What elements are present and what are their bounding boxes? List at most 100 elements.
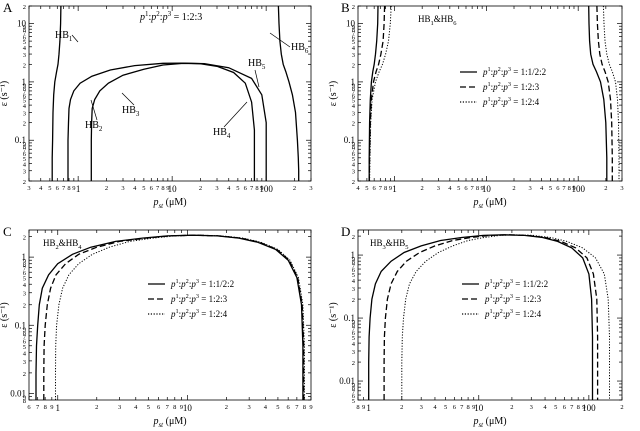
x-minor-tick-label: 8 bbox=[568, 185, 571, 192]
x-minor-tick-label: 4 bbox=[356, 185, 360, 192]
series-1-2-3 bbox=[383, 234, 599, 400]
y-minor-tick-label: 4 bbox=[23, 45, 27, 52]
y-minor-tick-label: 5 bbox=[23, 97, 26, 104]
y-tick-label: 1 bbox=[351, 77, 356, 87]
plot-frame bbox=[28, 229, 312, 401]
y-minor-tick-label: 5 bbox=[352, 39, 355, 46]
x-minor-tick-label: 7 bbox=[379, 185, 383, 192]
y-axis-label: ε (s⁻¹) bbox=[328, 302, 339, 328]
x-tick-label: 10 bbox=[183, 403, 193, 413]
x-minor-tick-label: 5 bbox=[147, 404, 150, 411]
x-minor-tick-label: 7 bbox=[62, 185, 66, 192]
x-minor-tick-label: 8 bbox=[44, 404, 47, 411]
x-minor-tick-label: 9 bbox=[260, 185, 263, 192]
y-minor-tick-label: 2 bbox=[352, 121, 355, 128]
y-minor-tick-label: 6 bbox=[352, 267, 356, 274]
panel-letter: B bbox=[341, 0, 350, 15]
x-minor-tick-label: 9 bbox=[472, 404, 475, 411]
y-minor-tick-label: 2 bbox=[23, 121, 26, 128]
y-minor-tick-label: 8 bbox=[23, 262, 26, 269]
x-minor-tick-label: 8 bbox=[173, 404, 176, 411]
x-minor-tick-label: 5 bbox=[444, 404, 447, 411]
series-hb6 bbox=[277, 6, 300, 181]
x-minor-tick-label: 5 bbox=[554, 404, 557, 411]
y-tick-label: 1 bbox=[351, 250, 356, 260]
y-minor-tick-label: 8 bbox=[352, 27, 355, 34]
series-1-1-2-2 bbox=[368, 234, 594, 400]
x-tick-label: 1 bbox=[392, 184, 397, 194]
series-hb3 bbox=[90, 62, 256, 181]
y-minor-tick-label: 7 bbox=[23, 89, 27, 96]
y-minor-tick-label: 9 bbox=[352, 24, 355, 31]
x-axis-label: pst (μM) bbox=[152, 416, 186, 429]
x-minor-tick-label: 9 bbox=[481, 185, 484, 192]
x-minor-tick-label: 4 bbox=[543, 404, 547, 411]
y-minor-tick-label: 2 bbox=[352, 179, 355, 186]
legend-label: p1​:p2​:p3​ = 1:2:3 bbox=[170, 293, 228, 304]
x-minor-tick-label: 9 bbox=[180, 404, 183, 411]
x-minor-tick-label: 7 bbox=[166, 404, 170, 411]
x-minor-tick-label: 3 bbox=[309, 185, 312, 192]
x-minor-tick-label: 7 bbox=[156, 185, 160, 192]
y-minor-tick-label: 9 bbox=[352, 319, 355, 326]
y-minor-tick-label: 5 bbox=[352, 156, 355, 163]
plot-frame bbox=[28, 5, 312, 182]
x-minor-tick-label: 8 bbox=[384, 185, 387, 192]
y-minor-tick-label: 7 bbox=[352, 31, 356, 38]
x-minor-tick-label: 6 bbox=[27, 404, 31, 411]
x-minor-tick-label: 9 bbox=[309, 404, 312, 411]
y-minor-tick-label: 8 bbox=[352, 144, 355, 151]
y-minor-tick-label: 5 bbox=[23, 39, 26, 46]
panel-c: C6 7 8 9 1 2 3 4 5 6 7 8 9 10 2 3 4 5 6 7 8 9890.01234567890.… bbox=[0, 224, 313, 429]
x-minor-tick-label: 7 bbox=[570, 404, 574, 411]
y-minor-tick-label: 8 bbox=[23, 144, 26, 151]
y-tick-label: 10 bbox=[346, 19, 356, 29]
y-minor-tick-label: 5 bbox=[23, 156, 26, 163]
x-axis-label: pst (μM) bbox=[472, 416, 506, 429]
y-tick-label: 0.01 bbox=[339, 376, 355, 386]
x-minor-tick-label: 3 bbox=[248, 404, 251, 411]
x-minor-tick-label: 4 bbox=[134, 404, 138, 411]
x-minor-tick-label: 3 bbox=[118, 404, 121, 411]
x-minor-tick-label: 3 bbox=[437, 185, 440, 192]
y-minor-tick-label: 6 bbox=[352, 393, 356, 400]
curve-label-hb1: HB1 bbox=[55, 30, 73, 43]
x-minor-tick-label: 6 bbox=[556, 185, 560, 192]
x-minor-tick-label: 5 bbox=[48, 185, 51, 192]
x-minor-tick-label: 4 bbox=[39, 185, 43, 192]
x-minor-tick-label: 9 bbox=[362, 404, 365, 411]
y-minor-tick-label: 6 bbox=[352, 93, 356, 100]
x-minor-tick-label: 9 bbox=[72, 185, 75, 192]
y-minor-tick-label: 2 bbox=[352, 297, 355, 304]
x-minor-tick-label: 4 bbox=[133, 185, 137, 192]
legend-label: p1​:p2​:p3​ = 1:2:3 bbox=[484, 293, 542, 304]
y-minor-tick-label: 4 bbox=[352, 45, 356, 52]
y-minor-tick-label: 9 bbox=[23, 326, 26, 333]
x-minor-tick-label: 6 bbox=[464, 185, 468, 192]
y-minor-tick-label: 4 bbox=[352, 103, 356, 110]
curve-pointer bbox=[269, 32, 291, 48]
y-axis-label: ε (s⁻¹) bbox=[0, 81, 10, 107]
x-minor-tick-label: 4 bbox=[264, 404, 268, 411]
legend-label: p1​:p2​:p3​ = 1:2:3 bbox=[482, 81, 540, 92]
x-minor-tick-label: 6 bbox=[453, 404, 457, 411]
x-minor-tick-label: 9 bbox=[166, 185, 169, 192]
y-minor-tick-label: 3 bbox=[23, 169, 26, 176]
y-minor-tick-label: 7 bbox=[23, 334, 27, 341]
x-axis-label: pst (μM) bbox=[472, 197, 506, 210]
curve-pointer bbox=[254, 69, 260, 88]
y-minor-tick-label: 5 bbox=[352, 97, 355, 104]
y-minor-tick-label: 2 bbox=[352, 234, 355, 241]
y-minor-tick-label: 7 bbox=[352, 389, 356, 396]
x-minor-tick-label: 6 bbox=[563, 404, 567, 411]
y-minor-tick-label: 8 bbox=[23, 86, 26, 93]
y-minor-tick-label: 6 bbox=[23, 270, 27, 277]
y-minor-tick-label: 6 bbox=[23, 93, 27, 100]
legend-label: p1​:p2​:p3​ = 1:1/2:2 bbox=[482, 66, 546, 77]
y-minor-tick-label: 3 bbox=[23, 291, 26, 298]
y-minor-tick-label: 4 bbox=[352, 341, 356, 348]
y-minor-tick-label: 8 bbox=[352, 259, 355, 266]
series-1-2-4 bbox=[369, 6, 392, 181]
y-minor-tick-label: 2 bbox=[352, 4, 355, 11]
